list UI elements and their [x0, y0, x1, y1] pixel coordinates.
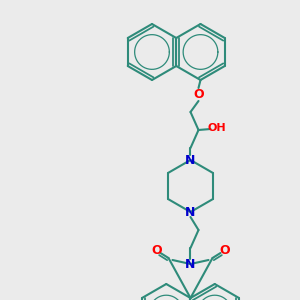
Text: O: O — [151, 244, 162, 256]
Text: N: N — [185, 257, 196, 271]
Text: O: O — [193, 88, 204, 100]
Text: N: N — [185, 154, 196, 166]
Text: OH: OH — [207, 123, 226, 133]
Text: O: O — [219, 244, 230, 256]
Text: N: N — [185, 206, 196, 218]
